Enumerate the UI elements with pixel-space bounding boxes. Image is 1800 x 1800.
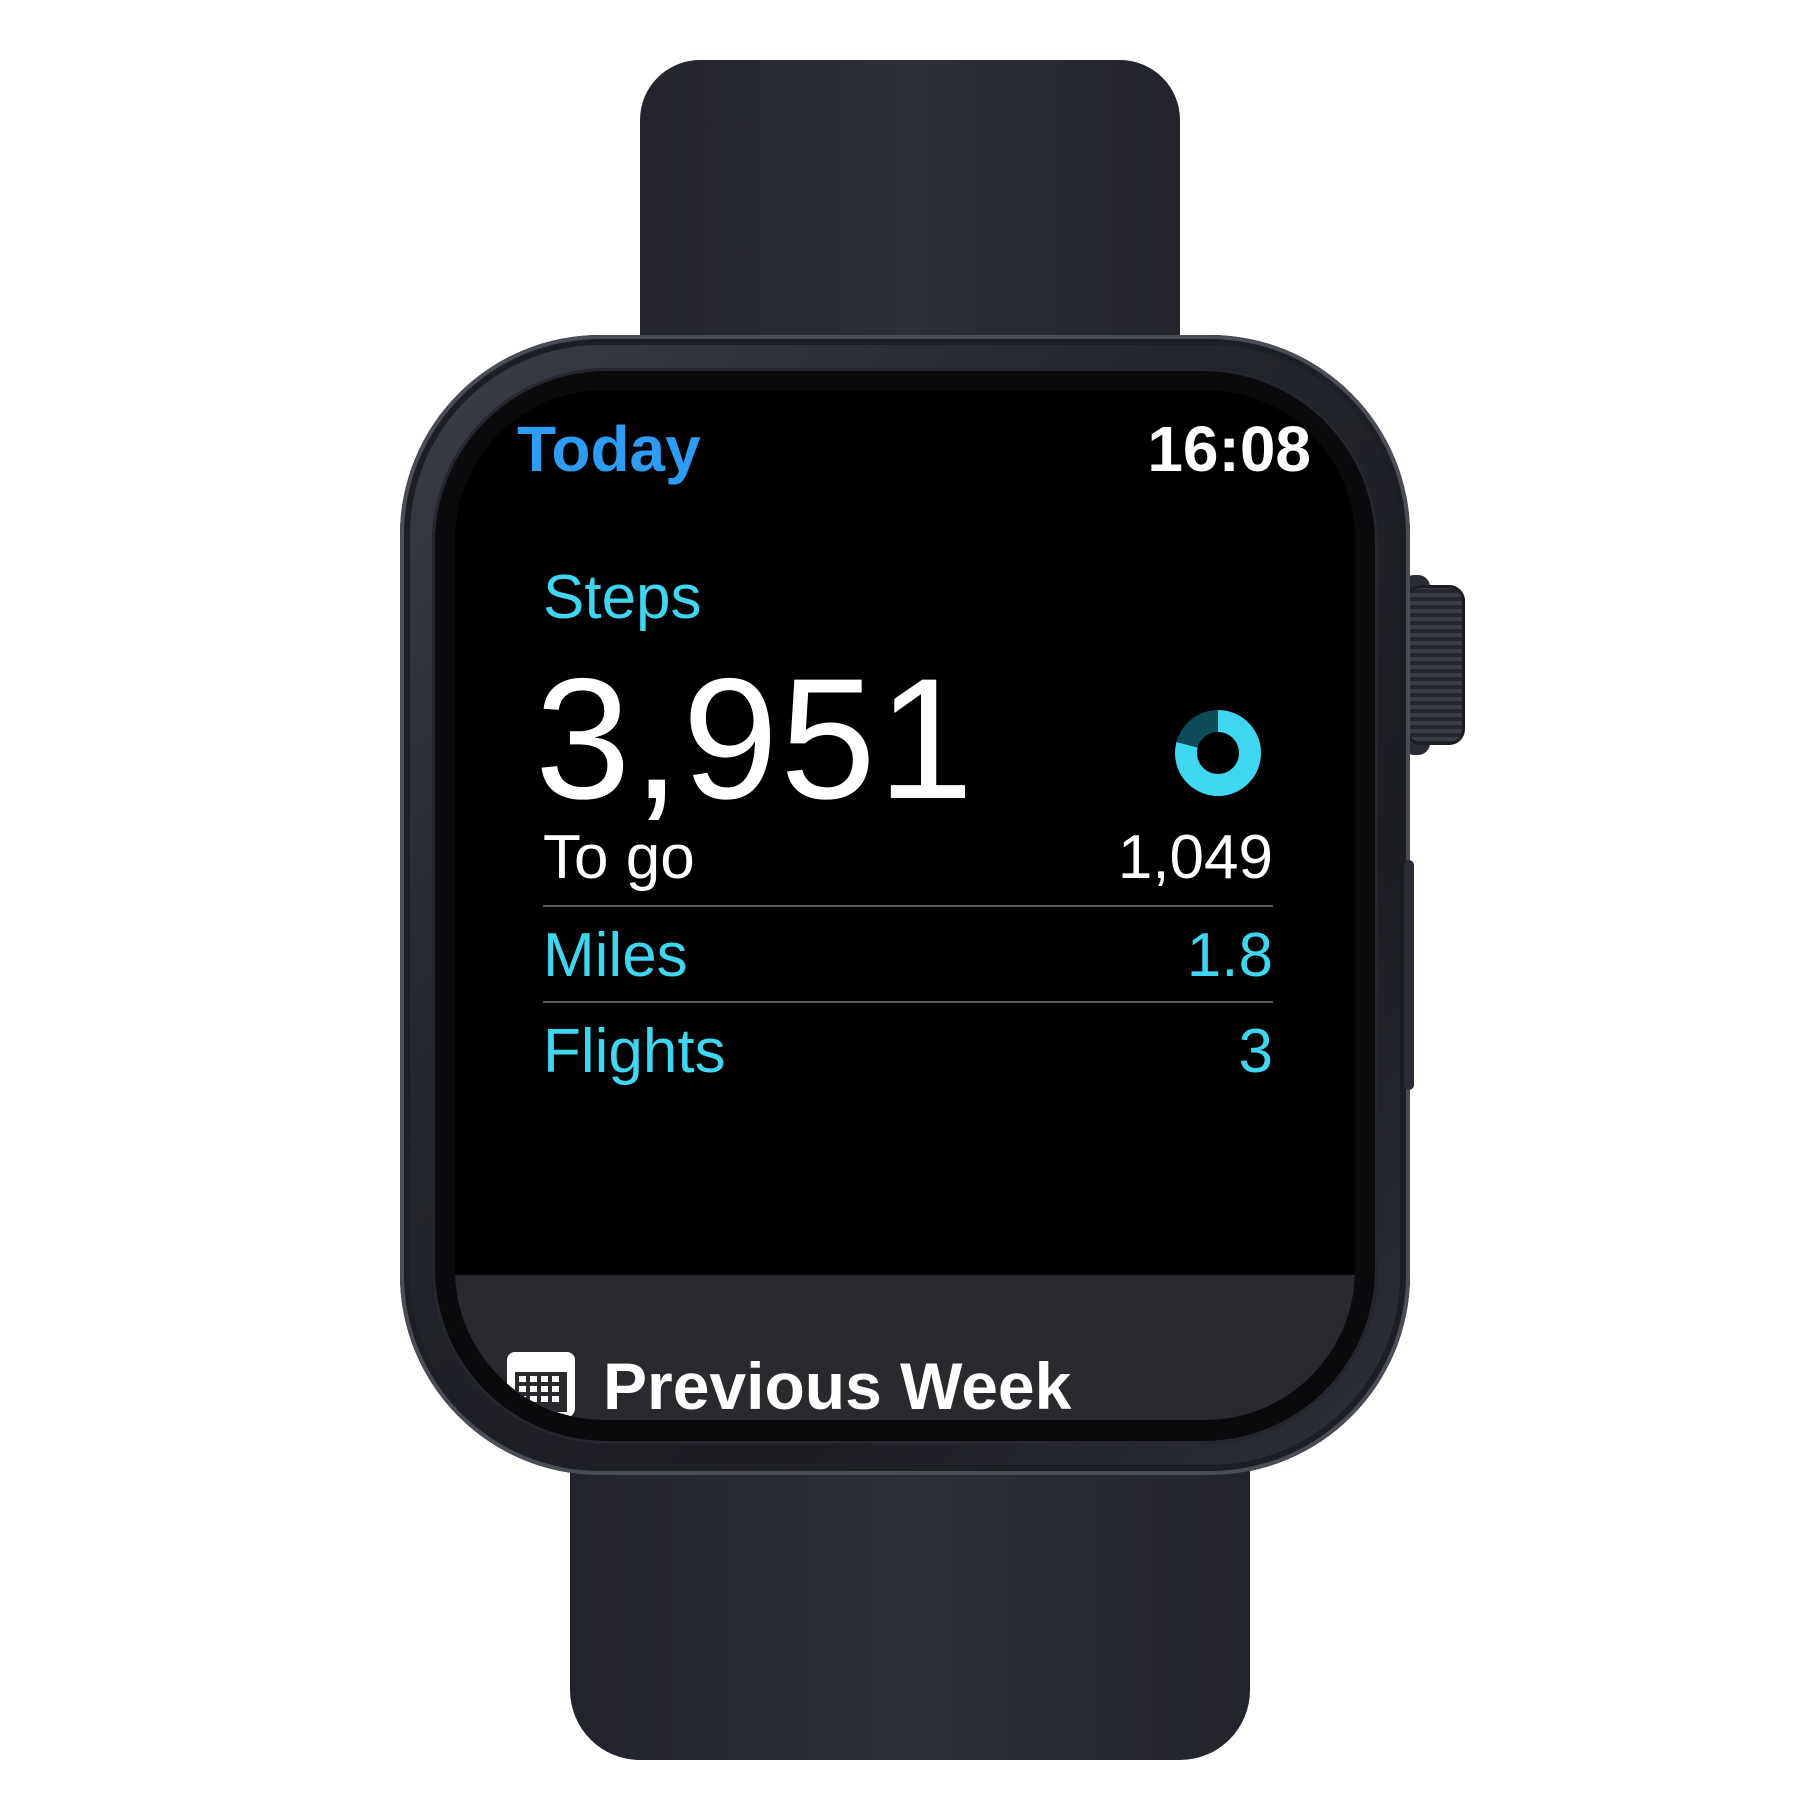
stat-label: To go [543,823,695,892]
watch-screen: Today 16:08 Steps 3,951 To go 1,049 Mile… [455,390,1355,1420]
previous-week-label[interactable]: Previous Week [603,1349,1072,1420]
divider [543,1001,1273,1003]
watch-band-bottom [570,1440,1250,1760]
stat-row-flights: Flights 3 [543,1016,1273,1096]
calendar-icon [507,1352,575,1418]
steps-count: 3,951 [535,643,976,835]
stat-label: Miles [543,921,688,990]
digital-crown[interactable] [1405,585,1465,745]
steps-label: Steps [543,563,702,632]
stat-value: 3 [1238,1017,1273,1086]
stat-row-to-go: To go 1,049 [543,822,1273,902]
side-button[interactable] [1404,860,1414,1090]
stat-value: 1,049 [1117,823,1273,892]
steps-progress-ring-icon [1175,710,1261,796]
clock-time: 16:08 [1147,413,1311,485]
stat-value: 1.8 [1186,921,1273,990]
page-title[interactable]: Today [517,413,701,485]
previous-week-button[interactable] [455,1275,1355,1420]
stat-row-miles: Miles 1.8 [543,920,1273,1000]
stat-label: Flights [543,1017,726,1086]
divider [543,905,1273,907]
